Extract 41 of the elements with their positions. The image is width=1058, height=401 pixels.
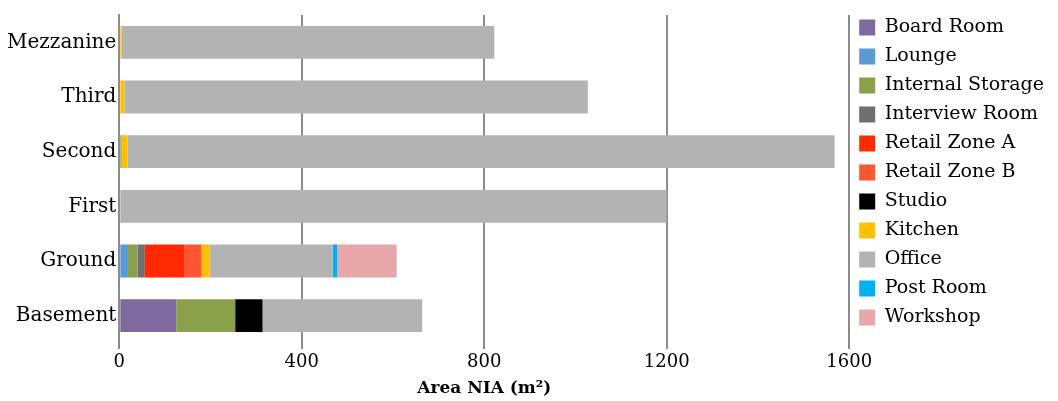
bar xyxy=(121,25,495,59)
y-tick-label: Mezzanine xyxy=(6,28,117,53)
x-tick-label: 1600 xyxy=(826,350,873,372)
legend-label: Post Room xyxy=(884,275,987,298)
legend-label: Office xyxy=(884,246,942,269)
legend-label: Interview Room xyxy=(884,101,1038,124)
bar xyxy=(262,299,423,333)
bar xyxy=(137,244,145,278)
legend-label: Board Room xyxy=(884,14,1004,37)
bar xyxy=(337,244,397,278)
bar xyxy=(235,299,263,333)
y-tick-label: Second xyxy=(41,137,117,162)
y-tick-label: Ground xyxy=(40,247,117,272)
y-tick-label: Basement xyxy=(15,301,117,326)
bar xyxy=(124,80,588,114)
y-tick-label: First xyxy=(68,192,117,217)
bar xyxy=(120,189,667,223)
x-axis-title: Area NIA (m²) xyxy=(416,377,552,398)
legend-label: Lounge xyxy=(884,43,957,66)
legend-label: Workshop xyxy=(884,304,981,327)
bar xyxy=(201,244,210,278)
bar xyxy=(127,244,138,278)
bar xyxy=(176,299,236,333)
bar xyxy=(127,135,835,169)
bar xyxy=(144,244,185,278)
bar xyxy=(120,299,177,333)
legend-label: Retail Zone B xyxy=(884,159,1016,182)
x-tick-label: 400 xyxy=(284,350,319,372)
bar xyxy=(184,244,202,278)
legend-label: Retail Zone A xyxy=(884,130,1016,153)
legend-label: Internal Storage xyxy=(884,72,1044,95)
x-tick-label: 1200 xyxy=(643,350,690,372)
bar xyxy=(120,80,125,114)
bar xyxy=(209,244,333,278)
x-tick-label: 0 xyxy=(113,350,126,372)
legend-label: Kitchen xyxy=(884,217,959,240)
y-tick-label: Third xyxy=(61,83,117,108)
bar xyxy=(120,244,128,278)
x-tick-label: 800 xyxy=(467,350,502,372)
legend-label: Studio xyxy=(884,188,948,211)
bar xyxy=(121,135,128,169)
